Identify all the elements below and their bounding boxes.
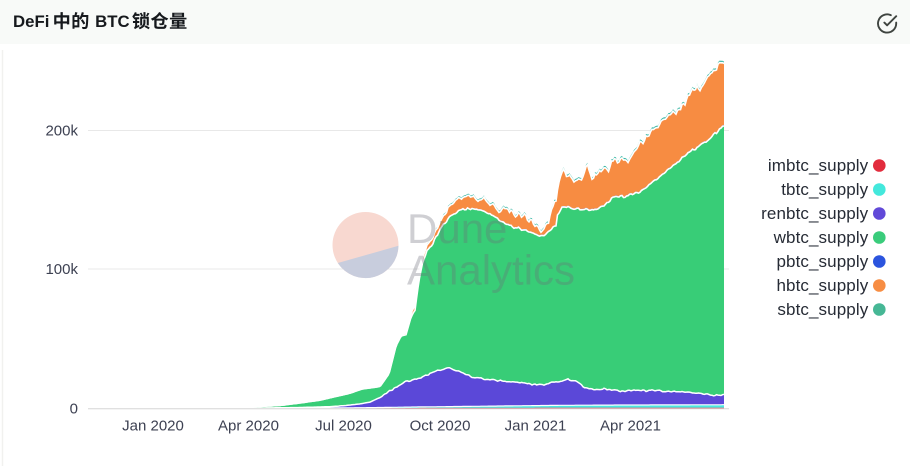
svg-text:Jan 2020: Jan 2020 — [122, 418, 184, 435]
svg-text:BTC: BTC — [95, 12, 130, 31]
svg-text:0: 0 — [70, 400, 78, 417]
svg-text:200k: 200k — [45, 123, 78, 140]
svg-text:Oct 2020: Oct 2020 — [410, 418, 471, 435]
svg-text:Apr 2021: Apr 2021 — [600, 418, 661, 435]
svg-text:Apr 2020: Apr 2020 — [218, 418, 279, 435]
svg-text:Analytics: Analytics — [407, 247, 575, 294]
svg-text:Jul 2020: Jul 2020 — [315, 418, 372, 435]
svg-text:Dune: Dune — [407, 205, 507, 252]
svg-text:hbtc_supply: hbtc_supply — [776, 276, 868, 295]
svg-text:DeFi: DeFi — [13, 12, 49, 31]
svg-text:imbtc_supply: imbtc_supply — [768, 156, 869, 175]
svg-text:Jan 2021: Jan 2021 — [505, 418, 567, 435]
svg-text:tbtc_supply: tbtc_supply — [781, 180, 868, 199]
svg-text:pbtc_supply: pbtc_supply — [776, 252, 868, 271]
svg-text:100k: 100k — [45, 261, 78, 278]
svg-text:sbtc_supply: sbtc_supply — [777, 300, 868, 319]
svg-text:wbtc_supply: wbtc_supply — [773, 228, 869, 247]
svg-text:renbtc_supply: renbtc_supply — [761, 204, 869, 223]
